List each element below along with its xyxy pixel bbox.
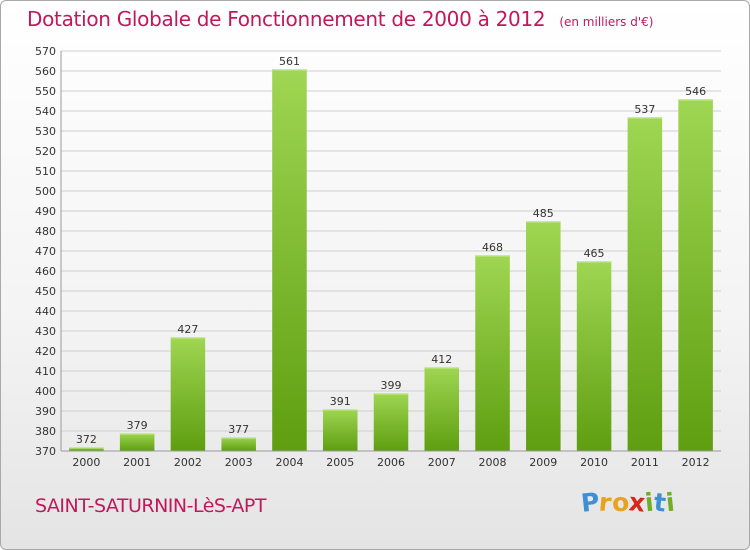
x-tick-label: 2008: [479, 456, 507, 469]
bar: [119, 433, 155, 451]
y-tick-label: 440: [35, 305, 56, 318]
bar: [69, 447, 104, 451]
data-label: 427: [177, 323, 198, 336]
y-tick-label: 450: [35, 285, 56, 298]
y-tick-label: 410: [35, 365, 56, 378]
y-tick-label: 520: [35, 145, 56, 158]
x-tick-label: 2001: [123, 456, 151, 469]
data-label: 377: [228, 423, 249, 436]
x-tick-label: 2012: [682, 456, 710, 469]
y-tick-label: 530: [35, 125, 56, 138]
y-tick-label: 490: [35, 205, 56, 218]
y-tick-label: 390: [35, 405, 56, 418]
y-tick-label: 480: [35, 225, 56, 238]
bar-highlight: [322, 409, 358, 411]
x-tick-label: 2010: [580, 456, 608, 469]
bar: [373, 393, 409, 451]
data-label: 372: [76, 433, 97, 446]
data-label: 465: [584, 247, 605, 260]
x-tick-label: 2007: [428, 456, 456, 469]
bar-highlight: [170, 337, 206, 339]
bar-highlight: [69, 447, 104, 449]
proxiti-logo: Proxiti: [580, 487, 676, 518]
logo-letter: i: [664, 487, 676, 518]
x-tick-label: 2004: [275, 456, 303, 469]
bar: [576, 261, 612, 451]
bar-highlight: [526, 221, 561, 223]
chart-subtitle: (en milliers d'€): [559, 15, 654, 29]
bar-highlight: [627, 117, 663, 119]
bar-highlight: [119, 433, 155, 435]
data-label: 485: [533, 207, 554, 220]
x-tick-label: 2011: [631, 456, 659, 469]
data-label: 412: [431, 353, 452, 366]
data-label: 546: [685, 85, 706, 98]
y-tick-label: 540: [35, 105, 56, 118]
y-tick-label: 420: [35, 345, 56, 358]
y-tick-label: 470: [35, 245, 56, 258]
bar: [627, 117, 663, 451]
bar: [526, 221, 561, 451]
data-label: 537: [634, 103, 655, 116]
chart-title: Dotation Globale de Fonctionnement de 20…: [27, 7, 653, 31]
bar-highlight: [678, 99, 713, 101]
y-tick-label: 380: [35, 425, 56, 438]
bar: [475, 255, 510, 451]
x-tick-label: 2009: [529, 456, 557, 469]
bar-highlight: [373, 393, 409, 395]
chart-title-text: Dotation Globale de Fonctionnement de 20…: [27, 7, 546, 31]
y-tick-label: 510: [35, 165, 56, 178]
x-tick-label: 2005: [326, 456, 354, 469]
bar: [678, 99, 713, 451]
y-tick-label: 400: [35, 385, 56, 398]
y-tick-label: 560: [35, 65, 56, 78]
x-tick-label: 2003: [225, 456, 253, 469]
data-label: 468: [482, 241, 503, 254]
bar-highlight: [475, 255, 510, 257]
commune-name: SAINT-SATURNIN-LèS-APT: [35, 495, 266, 517]
x-tick-label: 2006: [377, 456, 405, 469]
y-tick-label: 370: [35, 445, 56, 458]
y-tick-label: 550: [35, 85, 56, 98]
data-label: 399: [381, 379, 402, 392]
bar: [170, 337, 206, 451]
bar: [272, 69, 307, 451]
bar: [424, 367, 460, 451]
bar-highlight: [272, 69, 307, 71]
bar: [322, 409, 358, 451]
y-tick-label: 460: [35, 265, 56, 278]
bar: [221, 437, 256, 451]
y-tick-label: 430: [35, 325, 56, 338]
y-tick-label: 500: [35, 185, 56, 198]
data-label: 561: [279, 55, 300, 68]
y-tick-label: 570: [35, 45, 56, 58]
data-label: 379: [127, 419, 148, 432]
x-tick-label: 2002: [174, 456, 202, 469]
bar-highlight: [424, 367, 460, 369]
data-label: 391: [330, 395, 351, 408]
bar-highlight: [576, 261, 612, 263]
bar-highlight: [221, 437, 256, 439]
x-tick-label: 2000: [72, 456, 100, 469]
